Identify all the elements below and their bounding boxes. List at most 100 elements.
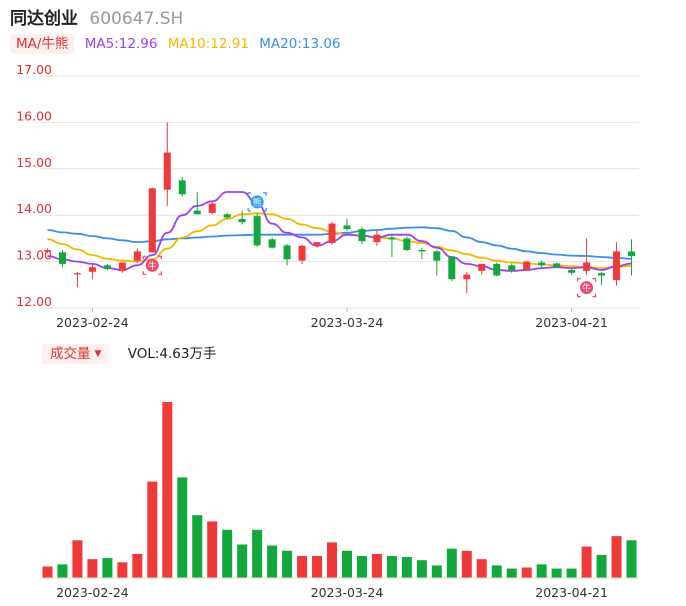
candle: [88, 263, 96, 280]
marker-label: 熊: [253, 196, 262, 208]
volume-x-axis: 2023-02-24 2023-03-24 2023-04-21: [56, 585, 608, 600]
candle-body: [43, 250, 51, 252]
ma-lines: [47, 191, 632, 272]
y-tick-label: 12.00: [16, 294, 52, 309]
candle: [508, 263, 516, 273]
stock-name: 同达创业: [10, 9, 78, 29]
volume-bar: [162, 402, 173, 578]
candle-body: [358, 229, 366, 242]
candle-body: [163, 152, 171, 190]
volume-bar: [252, 529, 263, 578]
candle-body: [253, 216, 261, 246]
candle: [58, 250, 66, 268]
price-grid: [40, 75, 639, 309]
volume-bar: [521, 567, 532, 578]
candle-body: [448, 256, 456, 280]
candle-body: [193, 210, 201, 215]
candle-body: [373, 234, 381, 243]
candle-body: [568, 269, 576, 273]
candle: [298, 244, 306, 264]
candle-body: [613, 251, 621, 281]
candle: [553, 262, 561, 269]
stock-code: 600647.SH: [89, 9, 184, 29]
marker-circle: [145, 258, 159, 272]
candle: [178, 177, 186, 197]
candle-body: [118, 262, 126, 271]
volume-bar: [327, 542, 338, 578]
candle: [223, 212, 231, 219]
candle: [358, 227, 366, 244]
candle: [568, 269, 576, 275]
volume-bars: [40, 402, 639, 579]
candle-body: [508, 265, 516, 271]
x-tick-label: 2023-04-21: [535, 315, 608, 330]
candle-body: [133, 251, 141, 261]
ma-indicator-selector[interactable]: MA/牛熊: [10, 34, 75, 54]
volume-bar: [401, 557, 412, 578]
volume-bar: [431, 565, 442, 578]
volume-bar: [267, 545, 278, 578]
candle-body: [493, 263, 501, 276]
x-tick-label: 2023-02-24: [56, 315, 129, 330]
marker-circle: [580, 281, 594, 295]
candle: [373, 230, 381, 246]
price-y-axis: 12.00 13.00 14.00 15.00 16.00 17.00: [16, 62, 52, 309]
candle: [583, 238, 591, 275]
candle-body: [58, 252, 66, 264]
volume-bar: [117, 562, 128, 578]
candle-body: [103, 265, 111, 270]
volume-bar: [177, 477, 188, 578]
candle: [343, 218, 351, 231]
candle: [238, 210, 246, 225]
candle-body: [148, 188, 156, 253]
candle-body: [328, 223, 336, 244]
volume-bar: [132, 553, 143, 578]
candle: [133, 248, 141, 263]
candle-body: [403, 238, 411, 250]
volume-x-tick-label: 2023-02-24: [56, 585, 129, 600]
signal-markers: 牛 熊牛: [142, 192, 597, 298]
candle-body: [178, 180, 186, 195]
header-title: 同达创业 600647.SH: [10, 4, 183, 29]
candle: [478, 263, 486, 275]
ma5-line: [47, 191, 632, 272]
volume-bar: [222, 529, 233, 578]
bull-signal-marker: 牛: [142, 255, 162, 275]
marker-label: 牛: [148, 260, 157, 272]
candle: [433, 249, 441, 276]
candle: [208, 202, 216, 215]
volume-selector-label: 成交量: [50, 346, 91, 362]
candle-body: [238, 218, 246, 223]
volume-bar: [626, 540, 637, 578]
volume-bar: [72, 540, 83, 578]
candle: [193, 192, 201, 215]
volume-bar: [446, 548, 457, 578]
candle: [283, 243, 291, 266]
candle: [103, 263, 111, 270]
candle: [448, 256, 456, 282]
volume-bar: [371, 553, 382, 578]
candle: [163, 122, 171, 206]
x-tick-label: 2023-03-24: [311, 315, 384, 330]
y-tick-label: 17.00: [16, 62, 52, 77]
y-tick-label: 16.00: [16, 108, 52, 123]
y-tick-label: 15.00: [16, 155, 52, 170]
ma5-label: MA5:12.96: [84, 36, 158, 52]
ma10-label: MA10:12.91: [167, 36, 249, 52]
candle: [463, 271, 471, 294]
volume-bar: [312, 556, 323, 578]
volume-bar: [506, 568, 517, 578]
volume-bar: [611, 536, 622, 578]
ma-legend: MA/牛熊 MA5:12.96 MA10:12.91 MA20:13.06: [10, 32, 341, 54]
marker-circle: [250, 195, 264, 209]
candle: [148, 187, 156, 253]
candle-body: [433, 251, 441, 261]
volume-x-tick-label: 2023-03-24: [311, 585, 384, 600]
volume-indicator-selector[interactable]: 成交量 ▼: [42, 344, 110, 364]
candle-body: [388, 237, 396, 240]
volume-bar: [207, 521, 218, 578]
volume-bar: [147, 481, 158, 578]
candle-body: [418, 250, 426, 252]
volume-bar: [536, 564, 547, 578]
